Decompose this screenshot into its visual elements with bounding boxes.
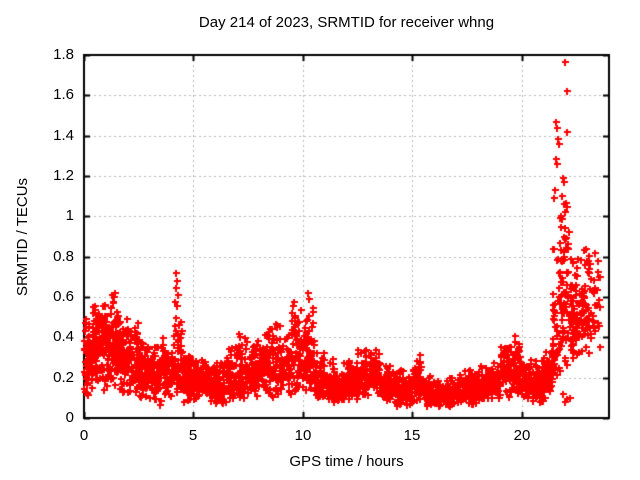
y-tick-label: 0.8: [53, 248, 74, 265]
x-tick-label: 0: [79, 427, 89, 444]
x-tick-label: 10: [294, 427, 312, 444]
chart-title: Day 214 of 2023, SRMTID for receiver whn…: [198, 14, 495, 31]
y-tick-label: 0.4: [53, 328, 74, 345]
x-axis-label: GPS time / hours: [289, 453, 404, 470]
y-tick-label: 0: [65, 409, 74, 426]
y-tick-label: 1.8: [53, 46, 74, 63]
y-tick-label: 0.6: [53, 288, 74, 305]
y-axis-label: SRMTID / TECUs: [14, 177, 31, 297]
y-tick-label: 1.2: [53, 167, 74, 184]
x-tick-label: 5: [188, 427, 198, 444]
x-tick-label: 20: [513, 427, 531, 444]
y-tick-label: 1: [65, 207, 74, 224]
y-tick-label: 1.6: [53, 86, 74, 103]
y-tick-label: 1.4: [53, 127, 74, 144]
x-tick-label: 15: [403, 427, 421, 444]
y-tick-label: 0.2: [53, 369, 74, 386]
